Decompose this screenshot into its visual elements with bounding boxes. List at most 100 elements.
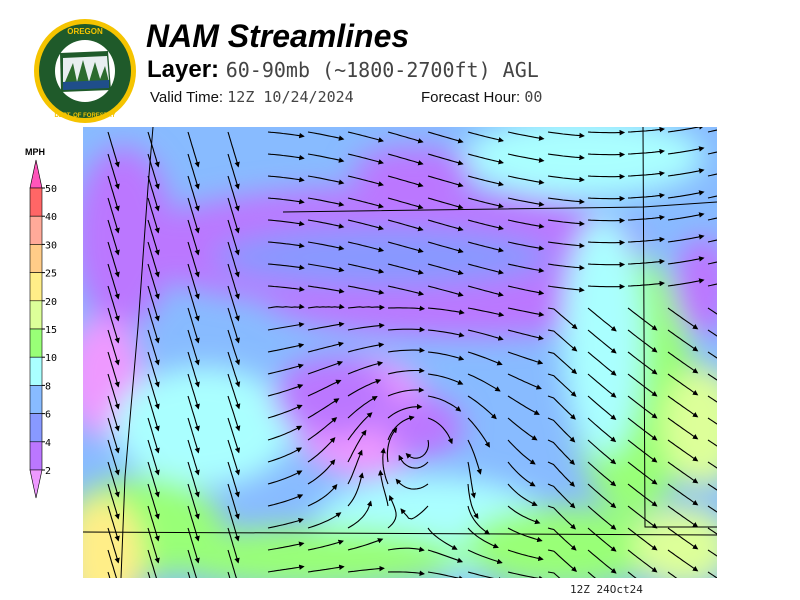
streamline bbox=[427, 395, 462, 412]
streamline bbox=[547, 571, 561, 578]
streamline bbox=[587, 527, 617, 552]
streamline bbox=[405, 439, 430, 459]
streamline bbox=[507, 307, 545, 317]
streamline bbox=[107, 461, 120, 498]
streamline bbox=[667, 373, 699, 396]
streamline bbox=[187, 417, 200, 454]
streamline bbox=[587, 283, 626, 290]
streamline bbox=[107, 263, 120, 300]
streamline bbox=[227, 439, 241, 476]
streamline bbox=[587, 439, 617, 465]
streamline bbox=[627, 571, 637, 578]
streamline bbox=[227, 241, 240, 278]
streamline bbox=[107, 285, 120, 322]
streamline bbox=[227, 417, 241, 454]
streamline bbox=[707, 307, 717, 315]
streamline bbox=[547, 461, 575, 487]
streamline bbox=[467, 307, 505, 318]
streamline bbox=[187, 483, 200, 520]
streamline bbox=[187, 395, 200, 432]
streamline bbox=[227, 527, 240, 564]
streamline bbox=[467, 351, 503, 366]
streamline bbox=[667, 505, 699, 528]
streamline bbox=[627, 329, 658, 353]
streamline bbox=[587, 483, 617, 509]
streamline bbox=[627, 280, 665, 287]
streamline bbox=[467, 175, 504, 187]
map-timestamp: 12Z 24Oct24 bbox=[570, 583, 643, 596]
streamline bbox=[187, 351, 200, 388]
streamline bbox=[587, 373, 617, 398]
wind-speed-area bbox=[83, 497, 143, 578]
streamline bbox=[307, 131, 345, 141]
streamline bbox=[427, 241, 464, 254]
streamline bbox=[547, 307, 578, 330]
streamline bbox=[507, 197, 545, 207]
streamline bbox=[507, 241, 545, 251]
streamline bbox=[707, 483, 717, 491]
streamline bbox=[147, 417, 160, 454]
streamline bbox=[347, 241, 385, 253]
valid-time: Valid Time: 12Z 10/24/2024 bbox=[150, 88, 354, 106]
streamline bbox=[147, 527, 160, 564]
streamline bbox=[147, 351, 160, 388]
streamline bbox=[347, 285, 385, 295]
streamline bbox=[147, 329, 160, 366]
legend-tick-label: 8 bbox=[45, 381, 51, 392]
streamline bbox=[667, 461, 699, 484]
streamline bbox=[467, 505, 491, 535]
streamline bbox=[507, 351, 544, 365]
svg-text:DEPT. OF FORESTRY: DEPT. OF FORESTRY bbox=[54, 113, 115, 119]
streamline bbox=[227, 395, 241, 432]
streamline bbox=[467, 549, 503, 565]
streamline bbox=[387, 387, 425, 397]
forecast-hour-label: Forecast Hour: bbox=[421, 89, 521, 106]
streamline bbox=[427, 131, 464, 144]
wind-speed-area bbox=[353, 147, 473, 197]
streamline bbox=[147, 395, 160, 432]
streamline bbox=[307, 341, 344, 353]
streamline bbox=[347, 429, 367, 463]
streamline bbox=[107, 439, 120, 476]
streamline bbox=[707, 527, 717, 535]
streamline bbox=[707, 329, 717, 337]
streamline bbox=[398, 454, 429, 469]
streamline bbox=[427, 527, 458, 550]
legend-band bbox=[29, 187, 43, 217]
streamline bbox=[147, 461, 160, 498]
streamline bbox=[187, 571, 191, 578]
streamline bbox=[347, 412, 373, 441]
streamline bbox=[147, 219, 160, 256]
streamline bbox=[467, 263, 504, 275]
streamline bbox=[267, 197, 305, 205]
streamline bbox=[107, 505, 120, 542]
streamline bbox=[107, 351, 120, 388]
legend-band bbox=[29, 272, 43, 302]
streamline bbox=[587, 329, 617, 354]
legend-tick-label: 50 bbox=[45, 184, 57, 195]
streamline bbox=[227, 307, 240, 344]
wind-speed-area bbox=[273, 357, 393, 437]
streamline bbox=[347, 322, 385, 331]
streamline bbox=[467, 219, 504, 231]
streamline bbox=[427, 373, 464, 385]
legend-tick-label: 2 bbox=[45, 466, 51, 477]
streamline bbox=[667, 212, 705, 221]
wind-speed-legend: MPH 50 40 30 25 20 15 10 8 6 4 2 bbox=[25, 147, 57, 499]
streamline bbox=[707, 261, 717, 265]
streamline bbox=[187, 285, 200, 322]
streamline bbox=[347, 197, 384, 209]
streamline bbox=[147, 197, 160, 234]
streamline bbox=[427, 153, 464, 166]
streamline bbox=[467, 571, 504, 578]
streamline bbox=[227, 505, 240, 542]
streamline bbox=[627, 527, 658, 551]
streamline bbox=[427, 417, 453, 445]
streamline bbox=[267, 303, 305, 310]
streamline bbox=[227, 483, 240, 520]
streamline bbox=[267, 383, 304, 397]
streamline bbox=[227, 373, 241, 410]
streamline bbox=[307, 398, 340, 419]
streamline bbox=[187, 197, 200, 234]
streamline bbox=[307, 303, 345, 310]
